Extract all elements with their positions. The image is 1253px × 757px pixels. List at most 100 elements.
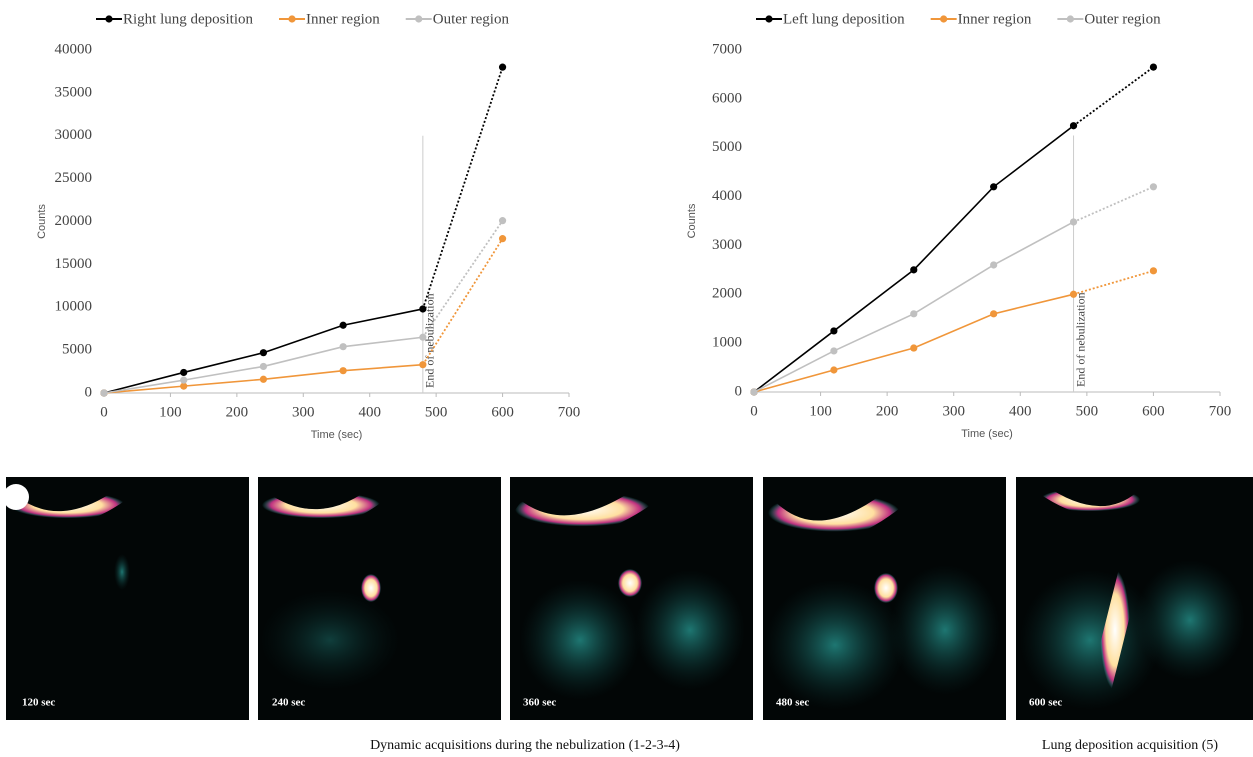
x-tick-label: 400 <box>1009 403 1032 419</box>
data-point <box>830 347 838 355</box>
x-tick-label: 600 <box>491 404 514 420</box>
y-tick-label: 5000 <box>62 342 92 358</box>
legend-label: Right lung deposition <box>123 11 254 27</box>
y-tick-label: 2000 <box>712 286 742 302</box>
legend-label: Left lung deposition <box>783 11 905 27</box>
data-point <box>498 63 507 71</box>
y-tick-label: 15000 <box>55 256 93 272</box>
x-tick-label: 700 <box>558 404 581 420</box>
legend-marker <box>288 15 296 23</box>
series-line <box>422 238 504 366</box>
y-tick-label: 30000 <box>55 127 93 143</box>
data-point <box>990 261 998 269</box>
data-point <box>1149 63 1158 71</box>
data-point <box>419 305 427 313</box>
annotation-text: End of nebulization <box>1073 292 1087 387</box>
scan-shape <box>1135 560 1245 680</box>
data-point <box>180 376 188 384</box>
y-tick-label: 25000 <box>55 170 93 186</box>
y-tick-label: 40000 <box>55 41 93 57</box>
data-point <box>339 343 347 351</box>
x-tick-label: 200 <box>226 404 249 420</box>
data-point <box>910 310 918 318</box>
data-point <box>750 388 758 396</box>
data-point <box>339 321 347 329</box>
legend-marker <box>105 15 113 23</box>
data-point <box>259 362 268 371</box>
panel-label: 480 sec <box>776 697 809 709</box>
x-tick-label: 100 <box>809 403 832 419</box>
scan-shape <box>114 554 130 590</box>
series-line <box>753 221 1074 393</box>
scan-shape <box>760 485 907 543</box>
series-line <box>753 293 1074 393</box>
series-line <box>422 220 504 338</box>
data-point <box>259 349 268 357</box>
x-axis-title: Time (sec) <box>961 428 1013 440</box>
data-point <box>1069 122 1078 130</box>
data-point <box>830 327 838 335</box>
x-axis-title: Time (sec) <box>311 429 363 441</box>
y-tick-label: 6000 <box>712 90 742 106</box>
data-point <box>990 183 998 191</box>
y-tick-label: 1000 <box>712 335 742 351</box>
data-point <box>419 333 427 341</box>
data-point <box>910 266 918 274</box>
caption: Lung deposition acquisition (5) <box>1042 738 1218 753</box>
panel-label: 240 sec <box>272 697 305 709</box>
x-tick-label: 500 <box>425 404 448 420</box>
scan-shape <box>1037 483 1144 517</box>
panel-label: 120 sec <box>22 697 55 709</box>
series-line <box>1073 269 1154 296</box>
scan-shape <box>1089 567 1141 693</box>
y-axis-title: Counts <box>36 204 48 239</box>
data-point <box>100 389 108 397</box>
panel-label: 360 sec <box>523 697 556 709</box>
legend-label: Inner region <box>958 11 1032 27</box>
x-tick-label: 200 <box>876 403 899 419</box>
data-point <box>910 344 918 352</box>
data-point <box>830 366 838 374</box>
data-point <box>1069 218 1078 226</box>
x-tick-label: 300 <box>292 404 315 420</box>
legend-label: Inner region <box>306 11 380 27</box>
y-tick-label: 10000 <box>55 299 93 315</box>
y-tick-label: 4000 <box>712 188 742 204</box>
legend-marker <box>1066 15 1074 23</box>
legend-label: Outer region <box>1084 11 1161 27</box>
chart: 0500010000150002000025000300003500040000… <box>36 11 580 440</box>
scan-shape <box>508 483 657 538</box>
series-line <box>1073 185 1154 223</box>
y-tick-label: 3000 <box>712 237 742 253</box>
data-point <box>419 361 427 369</box>
chart: 0 1000 2000 3000 4000 5000 6000 7000 0 100 200 300 4… <box>686 11 1231 439</box>
y-tick-label: 35000 <box>55 84 93 100</box>
data-point <box>498 235 507 243</box>
legend-marker <box>940 15 948 23</box>
series-line <box>753 125 1075 393</box>
series-line <box>1073 66 1154 127</box>
image-panels: 120 sec 240 sec 360 sec 480 sec 600 sec … <box>3 477 1253 753</box>
x-tick-label: 400 <box>358 404 381 420</box>
caption: Dynamic acquisitions during the nebuliza… <box>370 738 680 753</box>
scan-shape <box>765 580 905 710</box>
data-point <box>259 375 268 383</box>
x-tick-label: 0 <box>750 403 758 419</box>
scan-shape <box>3 484 29 510</box>
data-point <box>339 367 347 375</box>
x-tick-label: 100 <box>159 404 182 420</box>
data-point <box>180 368 188 377</box>
data-point <box>180 382 188 390</box>
scan-shape <box>618 569 642 597</box>
data-point <box>1149 267 1158 275</box>
scan-shape <box>260 590 400 690</box>
legend-label: Outer region <box>433 11 510 27</box>
x-tick-label: 500 <box>1076 403 1099 419</box>
scan-shape <box>890 565 1000 695</box>
x-tick-label: 300 <box>942 403 965 419</box>
x-tick-label: 700 <box>1209 403 1232 419</box>
scan-shape <box>635 570 745 690</box>
y-tick-label: 7000 <box>712 41 742 57</box>
data-point <box>1069 290 1078 298</box>
